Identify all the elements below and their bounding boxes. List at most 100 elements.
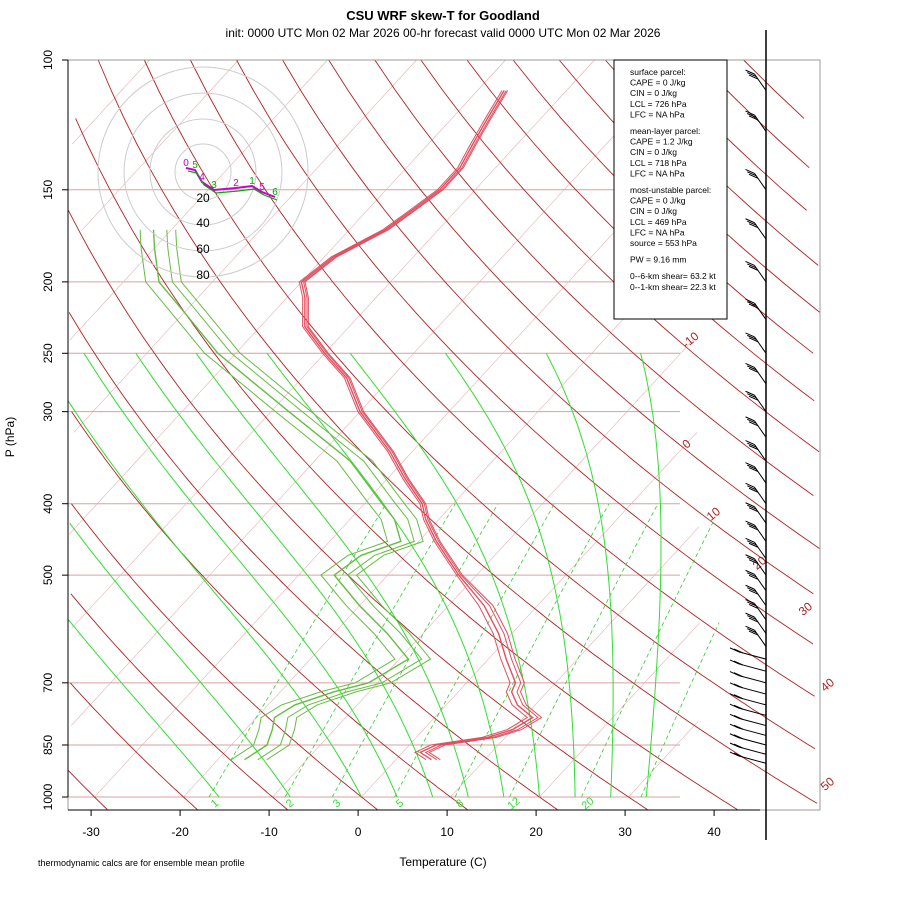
wind-barb-staff: [738, 727, 767, 736]
info-line: CAPE = 1.2 J/kg: [630, 137, 693, 147]
chart-title: CSU WRF skew-T for Goodland: [346, 8, 540, 23]
wind-barb-flag: [748, 115, 759, 121]
isotherm-line: [361, 432, 698, 798]
wind-barb-flag: [747, 365, 757, 371]
isotherm-line: [272, 339, 693, 798]
wind-barb-flag: [748, 589, 759, 595]
wind-barb-flag: [747, 464, 757, 470]
dry-adiabat: [743, 59, 805, 119]
isotherm-line: [628, 721, 699, 798]
wind-barb-staff: [754, 420, 767, 438]
dewpoint-trace: [175, 229, 432, 761]
wind-barb-flag: [745, 416, 755, 422]
mixing-ratio-line: [581, 519, 715, 798]
dry-adiabat: [236, 59, 814, 645]
hodo-trace-label: 2: [233, 178, 239, 189]
isotherm-line: [71, 59, 595, 629]
isotherm-line: [69, 59, 506, 535]
wind-barb-flag: [748, 507, 759, 513]
wind-barb-flag: [729, 682, 740, 688]
mixing-ratio-line: [454, 503, 610, 798]
wind-barb-staff: [754, 524, 767, 542]
wind-barb-staff: [754, 558, 767, 576]
wind-barb-staff: [754, 466, 767, 484]
dry-adiabat: [374, 59, 814, 496]
info-line: PW = 9.16 mm: [630, 255, 686, 265]
dry-adiabat: [328, 59, 820, 549]
pressure-axis: 100 150 200 250 300 400 500 700 850 1000: [41, 50, 68, 810]
x-tick-label: -30: [82, 825, 100, 839]
wind-barb-staff: [738, 651, 767, 660]
y-tick-label: 300: [41, 401, 55, 421]
mixing-ratio-label: 5: [394, 797, 406, 810]
x-tick-label: -10: [260, 825, 278, 839]
wind-barb-flag: [745, 69, 755, 75]
wind-barb-flag: [747, 113, 757, 118]
info-line: CIN = 0 J/kg: [630, 88, 677, 98]
wind-barb-staff: [738, 675, 767, 684]
info-line: most-unstable parcel:: [630, 185, 711, 195]
wind-barb-flag: [747, 334, 757, 340]
mixing-ratio-line: [394, 503, 555, 798]
wind-barb-staff: [738, 717, 767, 727]
info-line: LCL = 726 hPa: [630, 99, 687, 109]
wind-barb-staff: [738, 746, 767, 755]
hodo-ring-label: 20: [196, 191, 210, 205]
wind-barb-flag: [748, 74, 759, 80]
y-tick-label: 200: [41, 272, 55, 292]
wind-barb-staff: [754, 603, 767, 621]
hodo-trace-label: 5: [259, 182, 265, 193]
wind-barb-flag: [733, 672, 744, 678]
wind-barb-flag: [729, 671, 740, 677]
wind-barb-flag: [729, 733, 740, 739]
isotherm-line: [70, 59, 684, 726]
wind-barb-staff: [754, 542, 767, 560]
temperature-trace: [298, 90, 529, 761]
wind-barb-flag: [747, 263, 757, 269]
wind-barb-flag: [745, 362, 755, 368]
isotherm-line: [69, 59, 328, 341]
hodo-ring-label: 60: [196, 242, 210, 256]
wind-barb-flag: [733, 743, 744, 749]
wind-barb-staff: [738, 707, 767, 716]
wind-barb-flag: [745, 332, 755, 338]
mixing-ratio-label: 1: [209, 797, 221, 810]
x-tick-label: 40: [707, 825, 721, 839]
info-line: surface parcel:: [630, 67, 686, 77]
info-line: CIN = 0 J/kg: [630, 206, 677, 216]
wind-barb-flag: [748, 173, 759, 179]
wind-barb-flag: [748, 223, 759, 229]
wind-barb-flag: [747, 418, 757, 424]
isotherm-label: 10: [704, 504, 723, 524]
x-tick-label: 0: [355, 825, 362, 839]
wind-barb-staff: [754, 588, 767, 606]
info-line: 0--1-km shear= 22.3 kt: [630, 282, 716, 292]
footnote: thermodynamic calcs are for ensemble mea…: [38, 858, 245, 868]
mixing-ratio-line: [509, 503, 659, 798]
moist-adiabat: [67, 400, 362, 798]
wind-barb-flag: [747, 615, 757, 621]
y-tick-label: 400: [41, 493, 55, 513]
hodo-ring: [149, 118, 257, 226]
wind-barb-flag: [745, 482, 755, 488]
info-line: CIN = 0 J/kg: [630, 147, 677, 157]
dry-adiabat: [68, 312, 558, 810]
parcel-info-box: [613, 59, 728, 320]
isobar-lines: [68, 59, 680, 798]
wind-barbs: [729, 69, 767, 764]
wind-barb-flag: [729, 742, 740, 748]
wind-barb-flag: [729, 647, 740, 653]
info-line: LFC = NA hPa: [630, 227, 685, 237]
hodo-trace-label: 1: [249, 176, 255, 187]
wind-barb-staff: [754, 394, 767, 412]
y-tick-label: 850: [41, 735, 55, 755]
dewpoint-trace: [166, 229, 423, 761]
wind-barb-flag: [745, 554, 755, 560]
mixing-ratio-line: [208, 503, 387, 798]
wind-barb-staff: [754, 73, 767, 91]
wind-barb-flag: [748, 265, 759, 271]
isotherm-grid: [69, 59, 701, 798]
wind-barb-staff: [754, 629, 767, 647]
